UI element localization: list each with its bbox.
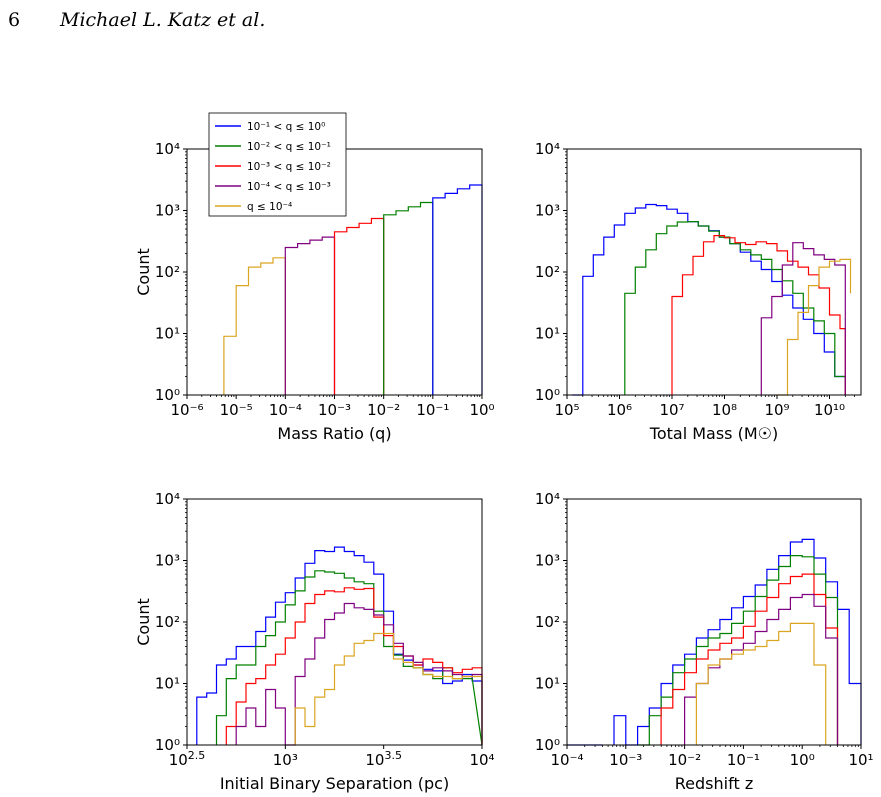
x-tick-label: 10⁻³	[318, 401, 351, 419]
histogram-series-q1	[637, 555, 839, 746]
histogram-series-q3	[284, 236, 336, 395]
y-tick-label: 10²	[535, 613, 560, 631]
page-header: 6 Michael L. Katz et al.	[0, 0, 881, 40]
histogram-series-q2	[333, 217, 385, 395]
plot-frame	[186, 498, 483, 746]
legend-label-q2: 10⁻³ < q ≤ 10⁻²	[247, 161, 331, 173]
y-tick-label: 10³	[535, 202, 560, 220]
x-tick-label: 10⁻³	[609, 751, 642, 769]
legend-label-q0: 10⁻¹ < q ≤ 10⁰	[247, 121, 325, 133]
y-tick-label: 10¹	[155, 325, 180, 343]
histogram-series-q3	[235, 602, 483, 746]
y-tick-label: 10³	[155, 202, 180, 220]
histogram-series-q0	[613, 538, 862, 746]
running-head: Michael L. Katz et al.	[60, 9, 266, 31]
y-tick-label: 10⁴	[155, 140, 180, 158]
histogram-series-q0	[432, 184, 483, 395]
histogram-panel-1: 10⁰ 10¹ 10² 10³ 10⁴ 10⁻⁶ 10⁻⁵ 10⁻⁴ 10⁻³ 10⁻² 10⁻¹ 1…	[134, 112, 495, 443]
y-tick-label: 10¹	[535, 675, 560, 693]
y-tick-label: 10⁰	[155, 736, 180, 754]
x-tick-label: 10¹	[848, 751, 873, 769]
x-tick-label: 103.5	[365, 749, 402, 769]
legend: 10⁻¹ < q ≤ 10⁰ 10⁻² < q ≤ 10⁻¹ 10⁻³ < q ≤ …	[208, 112, 347, 217]
y-tick-label: 10⁴	[535, 140, 560, 158]
x-tick-label: 10⁰	[790, 751, 815, 769]
histogram-series-q4	[294, 632, 483, 745]
histogram-series-q2	[671, 235, 846, 395]
histogram-panel-3: 10⁰ 10¹ 10² 10³ 10⁴ 102.5 10³ 103.5 10⁴ Initial B…	[134, 490, 495, 793]
histogram-series-q2	[225, 587, 483, 745]
page-number: 6	[8, 9, 21, 31]
histogram-series-q1	[624, 221, 846, 395]
legend-box	[208, 112, 347, 217]
histogram-series-q3	[760, 242, 846, 395]
histogram-series-q0	[196, 546, 483, 745]
y-tick-label: 10⁴	[535, 490, 560, 508]
x-tick-label: 10⁸	[712, 401, 737, 419]
plot-frame	[566, 148, 862, 396]
x-axis-label: Initial Binary Separation (pc)	[220, 774, 449, 793]
legend-label-q3: 10⁻⁴ < q ≤ 10⁻³	[247, 181, 331, 193]
y-tick-label: 10¹	[155, 675, 180, 693]
x-tick-label: 10⁶	[607, 401, 632, 419]
x-tick-label: 10⁵	[554, 401, 579, 419]
x-tick-label: 10⁻¹	[416, 401, 449, 419]
x-axis-label: Redshift z	[675, 774, 753, 793]
histogram-series-q1	[383, 201, 434, 395]
y-tick-label: 10³	[535, 552, 560, 570]
x-tick-label: 10⁻¹	[727, 751, 760, 769]
y-tick-label: 10²	[155, 613, 180, 631]
y-tick-label: 10³	[155, 552, 180, 570]
histogram-panel-4: 10⁰ 10¹ 10² 10³ 10⁴ 10⁻⁴ 10⁻³ 10⁻² 10⁻¹ 10⁰ 10¹ Red…	[535, 490, 874, 793]
x-tick-label: 10⁻²	[367, 401, 400, 419]
x-tick-label: 10¹⁰	[814, 401, 845, 419]
histogram-panel-2: 10⁰ 10¹ 10² 10³ 10⁴ 10⁵ 10⁶ 10⁷ 10⁸ 10⁹ 10¹⁰ Total …	[535, 140, 862, 443]
x-tick-label: 10⁴	[469, 751, 494, 769]
x-tick-label: 10⁻⁴	[269, 401, 302, 419]
legend-label-q1: 10⁻² < q ≤ 10⁻¹	[247, 141, 331, 153]
x-tick-label: 10⁻⁴	[550, 751, 583, 769]
x-axis-label: Mass Ratio (q)	[277, 424, 391, 443]
y-tick-label: 10⁰	[155, 386, 180, 404]
x-tick-label: 10⁰	[469, 401, 494, 419]
legend-label-q4: q ≤ 10⁻⁴	[247, 201, 292, 213]
histogram-series-q4	[695, 622, 827, 745]
x-tick-label: 10⁻⁶	[170, 401, 203, 419]
histogram-series-q4	[777, 258, 852, 396]
histogram-series-q0	[572, 203, 846, 396]
y-tick-label: 10⁰	[535, 736, 560, 754]
x-tick-label: 102.5	[169, 749, 206, 769]
histogram-series-q2	[660, 573, 839, 745]
x-tick-label: 10³	[273, 751, 298, 769]
y-tick-label: 10²	[155, 263, 180, 281]
plot-frame	[566, 498, 862, 746]
x-tick-label: 10⁻²	[668, 751, 701, 769]
x-tick-label: 10⁻⁵	[220, 401, 253, 419]
y-tick-label: 10¹	[535, 325, 560, 343]
y-tick-label: 10²	[535, 263, 560, 281]
y-axis-label: Count	[134, 598, 153, 646]
x-axis-label: Total Mass (M☉)	[649, 424, 778, 443]
y-axis-label: Count	[134, 248, 153, 296]
y-tick-label: 10⁴	[155, 490, 180, 508]
y-tick-label: 10⁰	[535, 386, 560, 404]
histogram-series-q4	[223, 257, 286, 395]
x-tick-label: 10⁷	[659, 401, 684, 419]
x-tick-label: 10⁹	[764, 401, 789, 419]
